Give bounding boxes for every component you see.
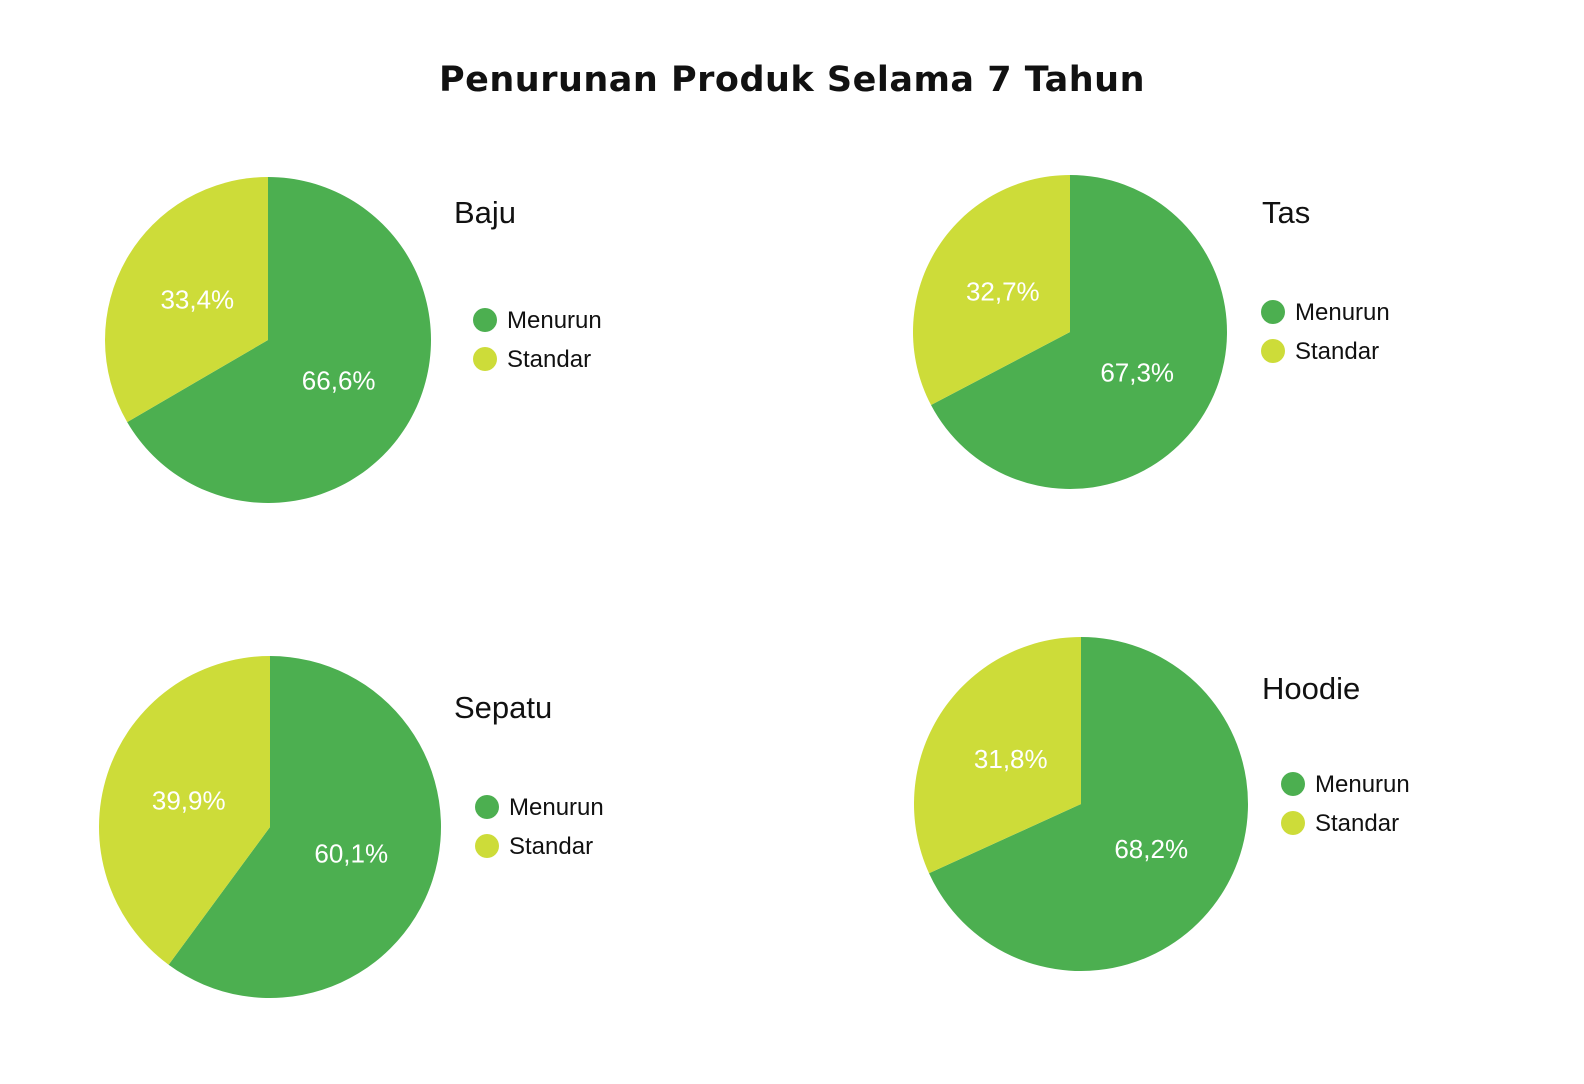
pie-chart-baju: 66,6% 33,4% Baju Menurun Standar <box>105 177 602 503</box>
legend-label-sepatu-menurun: Menurun <box>509 794 604 821</box>
legend-label-tas-standar: Standar <box>1295 338 1379 365</box>
pie-slice-hoodie-standar <box>914 637 1081 874</box>
pie-chart-hoodie: 68,2% 31,8% Hoodie Menurun Standar <box>914 637 1410 971</box>
legend-marker-hoodie-standar <box>1281 811 1305 835</box>
slice-label-hoodie-standar: 31,8% <box>974 744 1048 774</box>
legend-tas: Menurun Standar <box>1261 299 1390 365</box>
legend-marker-hoodie-menurun <box>1281 772 1305 796</box>
chart-title-hoodie: Hoodie <box>1262 671 1360 706</box>
legend-label-baju-standar: Standar <box>507 346 591 373</box>
legend-sepatu: Menurun Standar <box>475 794 604 860</box>
pie-chart-tas: 67,3% 32,7% Tas Menurun Standar <box>913 175 1390 489</box>
slice-label-hoodie-menurun: 68,2% <box>1114 834 1188 864</box>
legend-label-sepatu-standar: Standar <box>509 833 593 860</box>
legend-marker-baju-standar <box>473 347 497 371</box>
pie-chart-sepatu: 60,1% 39,9% Sepatu Menurun Standar <box>98 656 604 999</box>
legend-marker-sepatu-standar <box>475 834 499 858</box>
pie-slice-tas-standar <box>913 175 1070 406</box>
pie-slice-sepatu-standar <box>98 656 271 965</box>
legend-label-tas-menurun: Menurun <box>1295 299 1390 326</box>
chart-title-sepatu: Sepatu <box>454 690 552 725</box>
page-title: Penurunan Produk Selama 7 Tahun <box>438 60 1146 100</box>
legend-label-hoodie-standar: Standar <box>1315 810 1399 837</box>
slice-label-sepatu-menurun: 60,1% <box>314 839 388 869</box>
chart-title-tas: Tas <box>1262 195 1310 230</box>
slice-label-tas-menurun: 67,3% <box>1100 358 1174 388</box>
legend-marker-tas-standar <box>1261 339 1285 363</box>
pie-slice-hoodie-menurun <box>929 637 1248 971</box>
pie-slice-baju-standar <box>105 177 268 423</box>
pie-slice-baju-menurun <box>127 177 432 503</box>
chart-title-baju: Baju <box>454 195 516 230</box>
slice-label-tas-standar: 32,7% <box>966 276 1040 306</box>
slice-label-sepatu-standar: 39,9% <box>152 785 226 815</box>
legend-marker-baju-menurun <box>473 308 497 332</box>
legend-label-hoodie-menurun: Menurun <box>1315 771 1410 798</box>
legend-hoodie: Menurun Standar <box>1281 771 1410 837</box>
pie-slice-sepatu-menurun <box>168 656 441 999</box>
legend-label-baju-menurun: Menurun <box>507 307 602 334</box>
legend-marker-tas-menurun <box>1261 300 1285 324</box>
slice-label-baju-standar: 33,4% <box>160 284 234 314</box>
slice-label-baju-menurun: 66,6% <box>302 366 376 396</box>
pie-slice-tas-menurun <box>931 175 1227 489</box>
legend-marker-sepatu-menurun <box>475 795 499 819</box>
legend-baju: Menurun Standar <box>473 307 602 373</box>
